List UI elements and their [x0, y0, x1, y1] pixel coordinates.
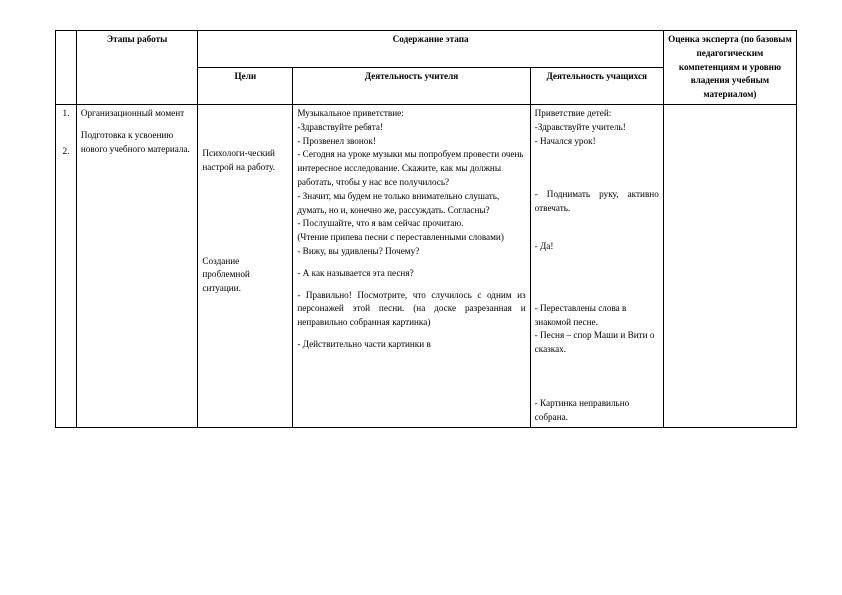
stage-1-text: Организационный момент — [81, 107, 194, 121]
student-line: - Переставлены слова в знакомой песне. — [535, 302, 659, 330]
student-line: - Песня – спор Маши и Вити о сказках. — [535, 329, 659, 357]
header-student: Деятельность учащихся — [530, 67, 663, 104]
header-goals: Цели — [198, 67, 293, 104]
row-number-1: 1. — [60, 107, 72, 121]
cell-expert — [663, 104, 796, 427]
document-page: Этапы работы Содержание этапа Оценка экс… — [0, 0, 842, 458]
teacher-line: - Сегодня на уроке музыки мы попробуем п… — [297, 148, 525, 189]
student-line: - Да! — [535, 240, 659, 254]
teacher-line: - Прозвенел звонок! — [297, 135, 525, 149]
teacher-line: - Вижу, вы удивлены? Почему? — [297, 245, 525, 259]
goal-2-text: Создание проблемной ситуации. — [202, 255, 288, 296]
student-line: Приветствие детей: — [535, 107, 659, 121]
header-stages: Этапы работы — [76, 31, 198, 105]
teacher-line: - Значит, мы будем не только внимательно… — [297, 190, 525, 218]
header-expert: Оценка эксперта (по базовым педагогическ… — [663, 31, 796, 105]
student-line: - Поднимать руку, активно отвечать. — [535, 188, 659, 216]
cell-stages: Организационный момент Подготовка к усво… — [76, 104, 198, 427]
body-row: 1. 2. Организационный момент Подготовка … — [56, 104, 797, 427]
header-row-1: Этапы работы Содержание этапа Оценка экс… — [56, 31, 797, 68]
cell-goals: Психологи-ческий настрой на работу. Созд… — [198, 104, 293, 427]
row-number-2: 2. — [60, 145, 72, 159]
teacher-line: - Действительно части картинки в — [297, 338, 525, 352]
header-teacher: Деятельность учителя — [293, 67, 530, 104]
teacher-line: -Здравствуйте ребята! — [297, 121, 525, 135]
teacher-line: - Послушайте, что я вам сейчас прочитаю. — [297, 217, 525, 231]
header-content: Содержание этапа — [198, 31, 663, 68]
teacher-line: - Правильно! Посмотрите, что случилось с… — [297, 289, 525, 330]
lesson-plan-table: Этапы работы Содержание этапа Оценка экс… — [55, 30, 797, 428]
student-line: -Здравствуйте учитель! — [535, 121, 659, 135]
goal-1-text: Психологи-ческий настрой на работу. — [202, 147, 288, 175]
cell-teacher: Музыкальное приветствие: -Здравствуйте р… — [293, 104, 530, 427]
header-num — [56, 31, 77, 105]
cell-student: Приветствие детей: -Здравствуйте учитель… — [530, 104, 663, 427]
teacher-line: (Чтение припева песни с переставленными … — [297, 231, 525, 245]
stage-2-text: Подготовка к усвоению нового учебного ма… — [81, 129, 194, 157]
teacher-line: - А как называется эта песня? — [297, 267, 525, 281]
student-line: - Начался урок! — [535, 135, 659, 149]
cell-num: 1. 2. — [56, 104, 77, 427]
student-line: - Картинка неправильно собрана. — [535, 397, 659, 425]
teacher-line: Музыкальное приветствие: — [297, 107, 525, 121]
